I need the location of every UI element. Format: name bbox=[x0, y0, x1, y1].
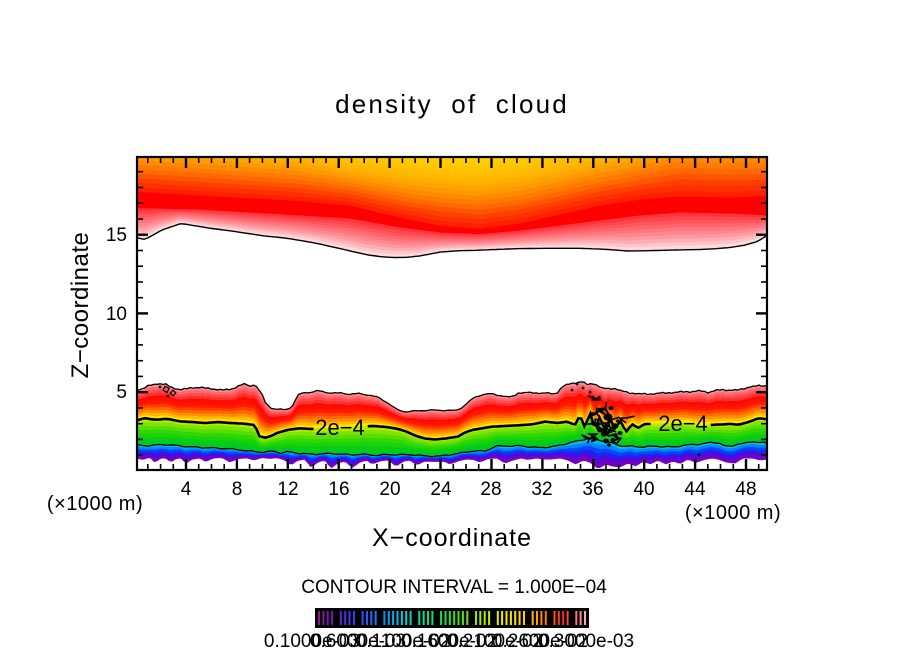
svg-text:0.1000e-03: 0.1000e-03 bbox=[264, 631, 360, 652]
svg-text:(×1000 m): (×1000 m) bbox=[47, 493, 143, 515]
svg-text:density of cloud: density of cloud bbox=[335, 89, 569, 119]
svg-text:36: 36 bbox=[582, 479, 603, 500]
svg-text:0.1100e-02: 0.1100e-02 bbox=[356, 631, 451, 652]
svg-text:32: 32 bbox=[531, 479, 552, 500]
svg-text:24: 24 bbox=[430, 479, 452, 500]
svg-text:44: 44 bbox=[684, 479, 706, 500]
svg-text:48: 48 bbox=[735, 479, 756, 500]
svg-text:CONTOUR INTERVAL = 1.000E−04: CONTOUR INTERVAL = 1.000E−04 bbox=[301, 577, 607, 598]
svg-text:X−coordinate: X−coordinate bbox=[372, 524, 532, 552]
svg-text:2e−4: 2e−4 bbox=[315, 415, 365, 440]
svg-text:0.2100e-02: 0.2100e-02 bbox=[447, 631, 543, 652]
svg-text:0.1600e-02: 0.1600e-02 bbox=[401, 631, 497, 652]
svg-text:Z−coordinate: Z−coordinate bbox=[67, 232, 94, 379]
svg-text:5: 5 bbox=[116, 382, 127, 403]
svg-text:0.3000e-03: 0.3000e-03 bbox=[538, 631, 634, 652]
svg-text:28: 28 bbox=[480, 479, 501, 500]
svg-text:8: 8 bbox=[232, 479, 243, 500]
svg-text:16: 16 bbox=[328, 479, 349, 500]
svg-text:10: 10 bbox=[106, 304, 127, 325]
svg-text:0.6000e-03: 0.6000e-03 bbox=[310, 631, 406, 652]
svg-text:12: 12 bbox=[277, 479, 298, 500]
svg-text:(×1000 m): (×1000 m) bbox=[685, 502, 781, 524]
svg-text:2e−4: 2e−4 bbox=[658, 411, 708, 436]
svg-text:20: 20 bbox=[379, 479, 400, 500]
svg-text:40: 40 bbox=[633, 479, 654, 500]
svg-text:0.2600e-02: 0.2600e-02 bbox=[492, 631, 588, 652]
svg-text:15: 15 bbox=[106, 225, 127, 246]
svg-text:4: 4 bbox=[181, 479, 192, 500]
